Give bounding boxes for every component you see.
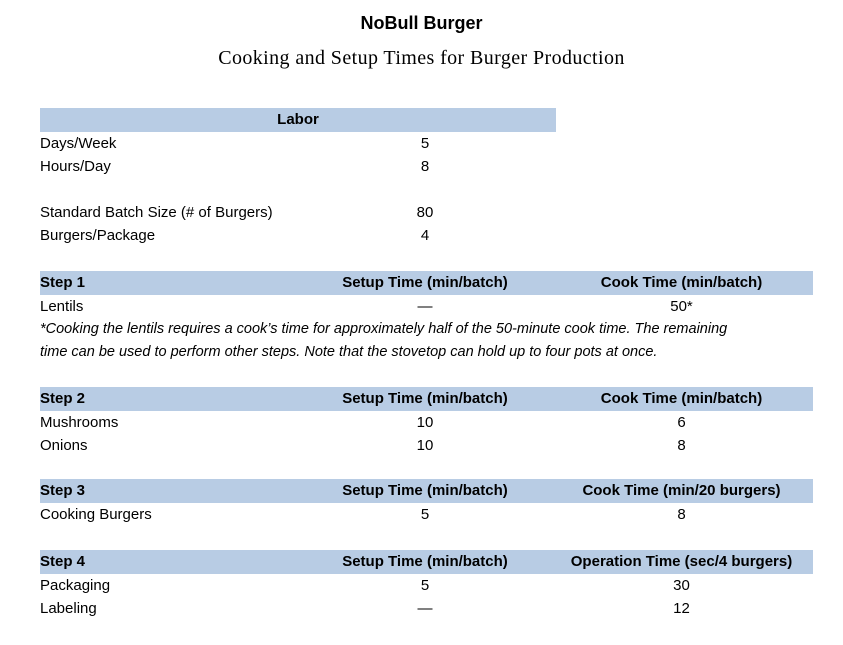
setup-time-value: 10 — [416, 414, 434, 431]
page-title: NoBull Burger — [360, 13, 483, 33]
step-4-header-row: Step 4 Setup Time (min/batch) Operation … — [40, 550, 813, 574]
cook-time-header: Cook Time (min/batch) — [600, 390, 763, 407]
row-value: 8 — [420, 158, 430, 175]
table-row: Burgers/Package 4 — [40, 224, 556, 247]
table-row: Standard Batch Size (# of Burgers) 80 — [40, 201, 556, 224]
row-label: Days/Week — [40, 135, 117, 152]
step-1-header-row: Step 1 Setup Time (min/batch) Cook Time … — [40, 271, 813, 295]
setup-time-header: Setup Time (min/batch) — [342, 553, 508, 570]
step-3-table: Step 3 Setup Time (min/batch) Cook Time … — [40, 479, 813, 526]
document-content: Labor Days/Week 5 Hours/Day 8 Standard B… — [40, 108, 843, 620]
operation-time-header: Operation Time (sec/4 burgers) — [570, 553, 793, 570]
step-4-table: Step 4 Setup Time (min/batch) Operation … — [40, 550, 813, 620]
row-label: Standard Batch Size (# of Burgers) — [40, 204, 273, 221]
row-value: 4 — [420, 227, 430, 244]
operation-time-value: 12 — [673, 600, 690, 617]
blank-row — [40, 178, 556, 201]
setup-time-value: 5 — [420, 506, 430, 523]
table-row: Labeling — 12 — [40, 597, 813, 620]
cook-time-value: 6 — [677, 414, 686, 431]
row-label: Packaging — [40, 577, 111, 594]
table-row: Mushrooms 10 6 — [40, 411, 813, 434]
row-label: Onions — [40, 437, 88, 454]
row-value: 5 — [420, 135, 430, 152]
row-label: Hours/Day — [40, 158, 111, 175]
table-row: Packaging 5 30 — [40, 574, 813, 597]
setup-time-value: — — [417, 298, 433, 315]
setup-time-header: Setup Time (min/batch) — [342, 482, 508, 499]
step-name-header: Step 3 — [40, 482, 86, 499]
step-3-header-row: Step 3 Setup Time (min/batch) Cook Time … — [40, 479, 813, 503]
row-label: Cooking Burgers — [40, 506, 152, 523]
labor-table: Labor Days/Week 5 Hours/Day 8 Standard B… — [40, 108, 556, 247]
step-1-table: Step 1 Setup Time (min/batch) Cook Time … — [40, 271, 813, 364]
step-2-header-row: Step 2 Setup Time (min/batch) Cook Time … — [40, 387, 813, 411]
table-row: Hours/Day 8 — [40, 155, 556, 178]
step-name-header: Step 1 — [40, 274, 86, 291]
row-label: Mushrooms — [40, 414, 119, 431]
setup-time-value: 5 — [420, 577, 430, 594]
setup-time-value: — — [417, 600, 433, 617]
row-value: 80 — [416, 204, 434, 221]
table-row: Cooking Burgers 5 8 — [40, 503, 813, 526]
footnote-line: *Cooking the lentils requires a cook’s t… — [40, 321, 728, 337]
setup-time-header: Setup Time (min/batch) — [342, 274, 508, 291]
setup-time-header: Setup Time (min/batch) — [342, 390, 508, 407]
page-subtitle: Cooking and Setup Times for Burger Produ… — [218, 47, 625, 69]
cook-time-value: 50* — [670, 298, 693, 315]
row-label: Labeling — [40, 600, 97, 617]
row-label: Burgers/Package — [40, 227, 156, 244]
cook-time-value: 8 — [677, 506, 686, 523]
operation-time-value: 30 — [673, 577, 690, 594]
table-row: Lentils — 50* — [40, 295, 813, 318]
step-name-header: Step 2 — [40, 390, 86, 407]
cook-time-value: 8 — [677, 437, 686, 454]
step-2-table: Step 2 Setup Time (min/batch) Cook Time … — [40, 387, 813, 457]
table-row: Days/Week 5 — [40, 132, 556, 155]
row-label: Lentils — [40, 298, 84, 315]
lentils-footnote: *Cooking the lentils requires a cook’s t… — [40, 318, 820, 364]
labor-table-header: Labor — [40, 108, 556, 132]
cook-time-header: Cook Time (min/20 burgers) — [582, 482, 781, 499]
cook-time-header: Cook Time (min/batch) — [600, 274, 763, 291]
step-name-header: Step 4 — [40, 553, 86, 570]
table-row: Onions 10 8 — [40, 434, 813, 457]
setup-time-value: 10 — [416, 437, 434, 454]
footnote-line: time can be used to perform other steps.… — [40, 344, 658, 360]
